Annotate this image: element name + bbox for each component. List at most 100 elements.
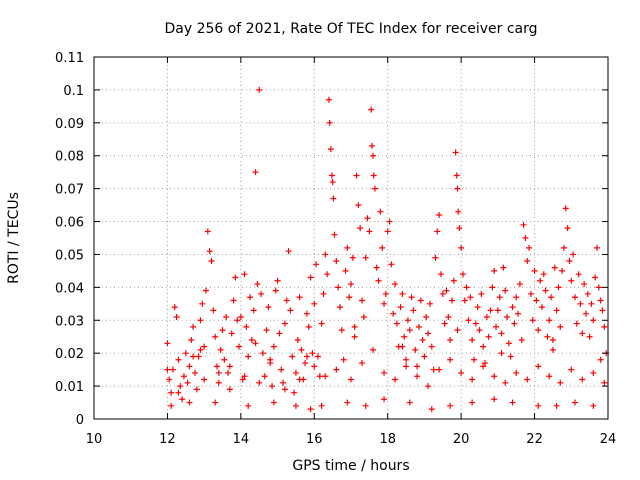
data-point bbox=[548, 294, 555, 301]
data-point bbox=[452, 149, 459, 156]
data-point bbox=[489, 284, 496, 291]
data-point bbox=[197, 346, 204, 353]
data-point bbox=[327, 146, 334, 153]
data-point bbox=[579, 376, 586, 383]
data-point bbox=[426, 300, 433, 307]
y-tick-label: 0 bbox=[76, 413, 84, 428]
data-point bbox=[538, 304, 545, 311]
data-point bbox=[399, 290, 406, 297]
data-point bbox=[331, 231, 338, 238]
data-point bbox=[428, 406, 435, 413]
data-point bbox=[173, 313, 180, 320]
data-point bbox=[212, 333, 219, 340]
data-point bbox=[504, 313, 511, 320]
data-point bbox=[177, 383, 184, 390]
data-point bbox=[526, 244, 533, 251]
data-point bbox=[221, 356, 228, 363]
data-point bbox=[188, 337, 195, 344]
data-point bbox=[311, 300, 318, 307]
data-point bbox=[403, 356, 410, 363]
data-point bbox=[577, 300, 584, 307]
data-point bbox=[168, 389, 175, 396]
data-point bbox=[382, 290, 389, 297]
x-axis-label: GPS time / hours bbox=[292, 458, 409, 474]
data-point bbox=[522, 235, 529, 241]
data-point bbox=[232, 274, 239, 281]
data-point bbox=[406, 399, 413, 406]
data-point bbox=[247, 294, 254, 301]
data-point bbox=[516, 281, 523, 288]
data-point bbox=[493, 323, 500, 330]
data-point bbox=[399, 343, 406, 350]
data-point bbox=[325, 96, 332, 103]
data-point bbox=[437, 271, 444, 278]
data-point bbox=[274, 277, 281, 284]
data-point bbox=[280, 379, 287, 386]
data-point bbox=[377, 208, 384, 215]
data-point bbox=[575, 271, 582, 278]
data-point bbox=[335, 284, 342, 291]
data-point bbox=[498, 350, 505, 357]
data-point bbox=[421, 353, 428, 360]
x-tick-label: 14 bbox=[233, 432, 250, 447]
x-tick-label: 16 bbox=[306, 432, 323, 447]
data-point bbox=[373, 264, 380, 271]
data-point bbox=[601, 379, 608, 386]
data-point bbox=[320, 290, 327, 297]
data-point bbox=[553, 307, 560, 314]
data-point bbox=[241, 373, 248, 380]
data-point bbox=[360, 313, 367, 320]
data-point bbox=[344, 244, 351, 251]
data-point bbox=[281, 320, 288, 327]
data-point bbox=[318, 320, 325, 327]
data-point bbox=[584, 290, 591, 297]
data-point bbox=[281, 386, 288, 393]
x-tick-labels: 10 12 14 16 18 20 22 24 bbox=[86, 432, 617, 447]
data-point bbox=[491, 267, 498, 274]
data-point bbox=[342, 267, 349, 274]
data-point bbox=[597, 297, 604, 304]
data-point bbox=[546, 373, 553, 380]
data-point bbox=[386, 218, 393, 225]
data-point bbox=[559, 267, 566, 274]
data-point bbox=[191, 369, 198, 376]
data-point bbox=[476, 327, 483, 334]
data-point bbox=[498, 330, 505, 337]
data-point bbox=[571, 294, 578, 301]
data-point bbox=[241, 271, 248, 278]
data-point bbox=[509, 304, 516, 311]
data-point bbox=[478, 290, 485, 297]
data-point bbox=[210, 307, 217, 314]
data-point bbox=[234, 317, 241, 324]
x-tick-label: 22 bbox=[526, 432, 543, 447]
data-point bbox=[287, 307, 294, 314]
data-point bbox=[551, 264, 558, 271]
data-point bbox=[408, 294, 415, 301]
data-point bbox=[485, 333, 492, 340]
data-point bbox=[518, 337, 525, 344]
data-point bbox=[406, 327, 413, 334]
data-point bbox=[432, 254, 439, 261]
data-point bbox=[410, 307, 417, 314]
data-point bbox=[415, 323, 422, 330]
data-point bbox=[316, 373, 323, 380]
data-point bbox=[193, 386, 200, 393]
data-point bbox=[223, 313, 230, 320]
data-point bbox=[491, 396, 498, 403]
data-point bbox=[328, 172, 335, 179]
data-point bbox=[535, 327, 542, 334]
data-point bbox=[338, 327, 345, 334]
data-point bbox=[292, 369, 299, 376]
data-point bbox=[496, 294, 503, 301]
data-point bbox=[351, 323, 358, 330]
data-point bbox=[447, 337, 454, 344]
data-point bbox=[228, 330, 235, 337]
data-point bbox=[502, 379, 509, 386]
data-point bbox=[368, 106, 375, 113]
y-tick-label: 0.11 bbox=[55, 51, 84, 66]
data-point bbox=[250, 307, 257, 314]
data-point bbox=[455, 208, 462, 215]
data-point bbox=[384, 228, 391, 235]
data-point bbox=[553, 402, 560, 409]
y-tick-label: 0.1 bbox=[63, 84, 84, 99]
